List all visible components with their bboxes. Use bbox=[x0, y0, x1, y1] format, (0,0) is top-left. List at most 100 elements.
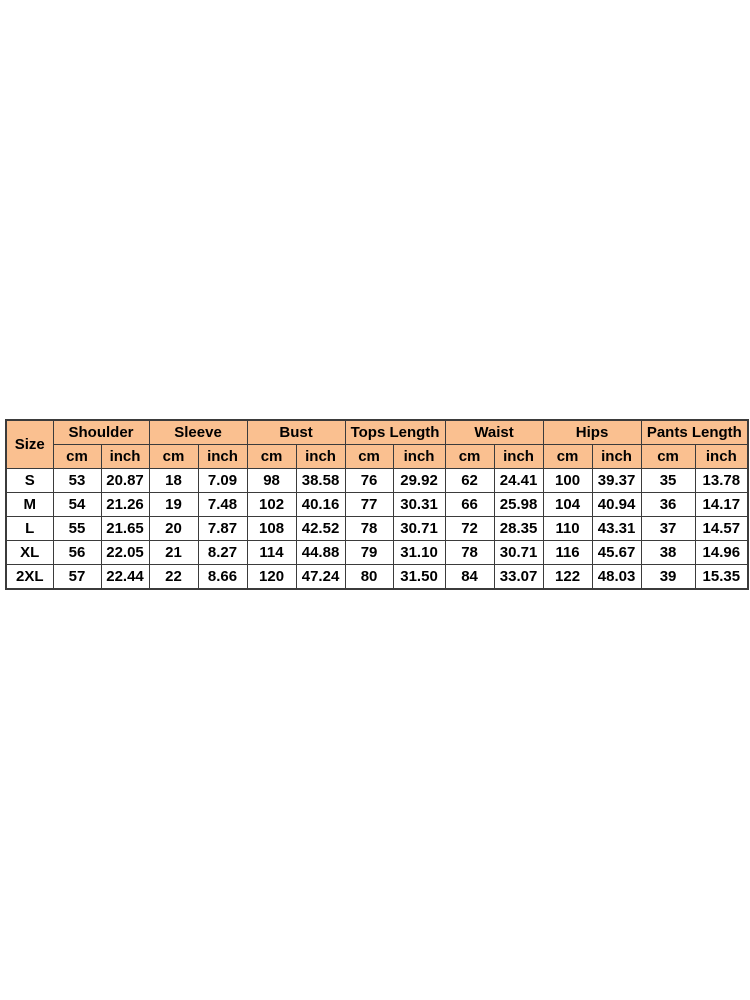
measurement-cell: 21.65 bbox=[100, 516, 150, 541]
header-unit-inch: inch bbox=[197, 444, 248, 469]
measurement-cell: 104 bbox=[542, 492, 593, 517]
size-cell: S bbox=[5, 468, 54, 493]
header-unit-inch: inch bbox=[694, 444, 749, 469]
measurement-cell: 40.16 bbox=[295, 492, 346, 517]
measurement-cell: 35 bbox=[640, 468, 696, 493]
size-cell: M bbox=[5, 492, 54, 517]
measurement-cell: 31.10 bbox=[392, 540, 446, 565]
header-unit-inch: inch bbox=[295, 444, 346, 469]
measurement-cell: 44.88 bbox=[295, 540, 346, 565]
table-row: S 53 20.87 18 7.09 98 38.58 76 29.92 62 24.41 100 39… bbox=[5, 468, 749, 493]
measurement-cell: 78 bbox=[344, 516, 394, 541]
measurement-cell: 116 bbox=[542, 540, 593, 565]
measurement-cell: 78 bbox=[444, 540, 495, 565]
measurement-cell: 22.05 bbox=[100, 540, 150, 565]
measurement-cell: 53 bbox=[52, 468, 102, 493]
measurement-cell: 14.17 bbox=[694, 492, 749, 517]
header-tops-length: Tops Length bbox=[344, 419, 446, 445]
measurement-cell: 122 bbox=[542, 564, 593, 590]
measurement-cell: 14.96 bbox=[694, 540, 749, 565]
measurement-cell: 7.09 bbox=[197, 468, 248, 493]
measurement-cell: 38.58 bbox=[295, 468, 346, 493]
header-unit-inch: inch bbox=[493, 444, 544, 469]
header-waist: Waist bbox=[444, 419, 544, 445]
measurement-cell: 36 bbox=[640, 492, 696, 517]
measurement-cell: 62 bbox=[444, 468, 495, 493]
measurement-cell: 79 bbox=[344, 540, 394, 565]
measurement-cell: 56 bbox=[52, 540, 102, 565]
measurement-cell: 98 bbox=[246, 468, 297, 493]
header-unit-cm: cm bbox=[148, 444, 199, 469]
measurement-cell: 57 bbox=[52, 564, 102, 590]
header-shoulder: Shoulder bbox=[52, 419, 150, 445]
measurement-cell: 43.31 bbox=[591, 516, 642, 541]
table-row: M 54 21.26 19 7.48 102 40.16 77 30.31 66 25.98 104 4… bbox=[5, 492, 749, 517]
measurement-cell: 40.94 bbox=[591, 492, 642, 517]
measurement-cell: 29.92 bbox=[392, 468, 446, 493]
measurement-cell: 102 bbox=[246, 492, 297, 517]
measurement-cell: 42.52 bbox=[295, 516, 346, 541]
table-body: S 53 20.87 18 7.09 98 38.58 76 29.92 62 24.41 100 39… bbox=[5, 468, 749, 590]
measurement-cell: 55 bbox=[52, 516, 102, 541]
measurement-cell: 18 bbox=[148, 468, 199, 493]
measurement-cell: 30.71 bbox=[493, 540, 544, 565]
measurement-cell: 20.87 bbox=[100, 468, 150, 493]
header-unit-inch: inch bbox=[392, 444, 446, 469]
measurement-cell: 7.48 bbox=[197, 492, 248, 517]
table-row: XL 56 22.05 21 8.27 114 44.88 79 31.10 78 30.71 116… bbox=[5, 540, 749, 565]
measurement-cell: 22 bbox=[148, 564, 199, 590]
header-size: Size bbox=[5, 419, 54, 469]
measurement-cell: 28.35 bbox=[493, 516, 544, 541]
measurement-cell: 80 bbox=[344, 564, 394, 590]
header-bust: Bust bbox=[246, 419, 346, 445]
size-cell: 2XL bbox=[5, 564, 54, 590]
table-row: 2XL 57 22.44 22 8.66 120 47.24 80 31.50 84 33.07 12… bbox=[5, 564, 749, 590]
measurement-cell: 39.37 bbox=[591, 468, 642, 493]
measurement-cell: 19 bbox=[148, 492, 199, 517]
header-unit-cm: cm bbox=[444, 444, 495, 469]
measurement-cell: 21 bbox=[148, 540, 199, 565]
measurement-cell: 14.57 bbox=[694, 516, 749, 541]
measurement-cell: 8.66 bbox=[197, 564, 248, 590]
measurement-cell: 15.35 bbox=[694, 564, 749, 590]
measurement-cell: 47.24 bbox=[295, 564, 346, 590]
measurement-cell: 38 bbox=[640, 540, 696, 565]
measurement-cell: 77 bbox=[344, 492, 394, 517]
measurement-cell: 22.44 bbox=[100, 564, 150, 590]
table-header-units-row: cm inch cm inch cm inch cm inch cm inch … bbox=[6, 444, 749, 469]
measurement-cell: 110 bbox=[542, 516, 593, 541]
header-hips: Hips bbox=[542, 419, 642, 445]
measurement-cell: 20 bbox=[148, 516, 199, 541]
table-header: Size Shoulder Sleeve Bust Tops Length Wa… bbox=[5, 419, 749, 469]
header-pants-length: Pants Length bbox=[640, 419, 749, 445]
measurement-cell: 76 bbox=[344, 468, 394, 493]
header-unit-cm: cm bbox=[52, 444, 102, 469]
table-row: L 55 21.65 20 7.87 108 42.52 78 30.71 72 28.35 110 4… bbox=[5, 516, 749, 541]
size-chart-table: Size Shoulder Sleeve Bust Tops Length Wa… bbox=[5, 419, 750, 590]
measurement-cell: 33.07 bbox=[493, 564, 544, 590]
measurement-cell: 37 bbox=[640, 516, 696, 541]
measurement-cell: 45.67 bbox=[591, 540, 642, 565]
measurement-cell: 7.87 bbox=[197, 516, 248, 541]
header-unit-inch: inch bbox=[591, 444, 642, 469]
measurement-cell: 100 bbox=[542, 468, 593, 493]
measurement-cell: 54 bbox=[52, 492, 102, 517]
measurement-cell: 25.98 bbox=[493, 492, 544, 517]
measurement-cell: 48.03 bbox=[591, 564, 642, 590]
measurement-cell: 21.26 bbox=[100, 492, 150, 517]
measurement-cell: 72 bbox=[444, 516, 495, 541]
header-unit-cm: cm bbox=[640, 444, 696, 469]
measurement-cell: 31.50 bbox=[392, 564, 446, 590]
size-cell: XL bbox=[5, 540, 54, 565]
measurement-cell: 30.71 bbox=[392, 516, 446, 541]
measurement-cell: 120 bbox=[246, 564, 297, 590]
measurement-cell: 39 bbox=[640, 564, 696, 590]
header-unit-cm: cm bbox=[246, 444, 297, 469]
measurement-cell: 13.78 bbox=[694, 468, 749, 493]
header-unit-cm: cm bbox=[542, 444, 593, 469]
measurement-cell: 108 bbox=[246, 516, 297, 541]
measurement-cell: 24.41 bbox=[493, 468, 544, 493]
measurement-cell: 84 bbox=[444, 564, 495, 590]
header-sleeve: Sleeve bbox=[148, 419, 248, 445]
